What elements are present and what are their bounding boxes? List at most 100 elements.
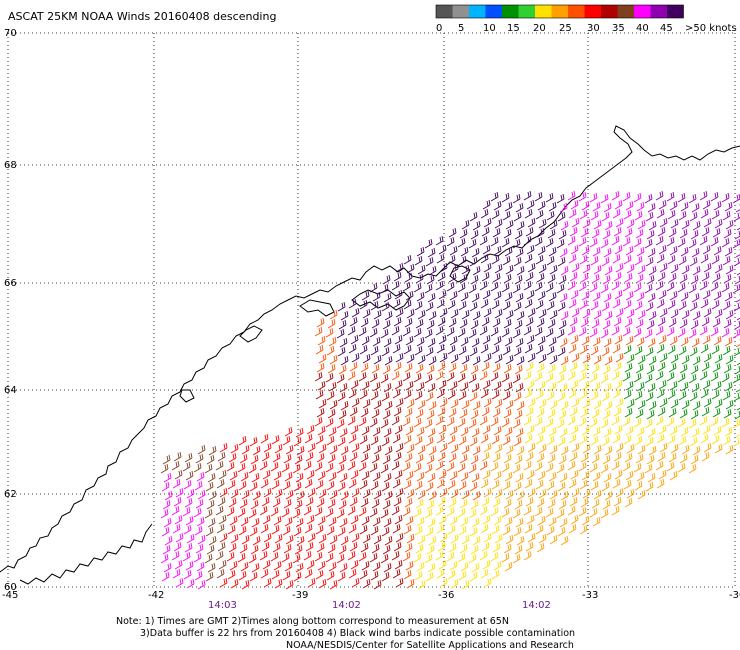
wind-barb bbox=[426, 319, 435, 330]
wind-barb bbox=[514, 319, 523, 330]
wind-barb bbox=[668, 227, 677, 238]
wind-barb bbox=[648, 220, 657, 231]
wind-barb bbox=[614, 289, 623, 300]
wind-barb bbox=[568, 253, 577, 264]
wind-barb bbox=[249, 436, 258, 447]
wind-barb bbox=[545, 282, 554, 293]
wind-barb bbox=[338, 454, 347, 465]
wind-barb bbox=[516, 220, 525, 231]
wind-barb bbox=[261, 541, 270, 552]
wind-barb bbox=[449, 470, 458, 481]
wind-barb bbox=[611, 325, 620, 336]
wind-barb bbox=[546, 525, 555, 536]
wind-barb bbox=[645, 436, 654, 447]
wind-barb bbox=[538, 353, 547, 364]
wind-barb bbox=[405, 470, 414, 481]
wind-barb bbox=[292, 463, 301, 474]
wind-barb bbox=[394, 469, 403, 480]
wind-barb bbox=[371, 498, 380, 509]
wind-barb bbox=[295, 472, 304, 483]
wind-barb bbox=[438, 424, 447, 435]
wind-barb bbox=[526, 199, 535, 210]
wind-barb bbox=[450, 308, 459, 319]
wind-speed-legend: 0 5 10 15 20 25 30 35 40 45 >50 knots bbox=[435, 4, 737, 34]
wind-barb bbox=[689, 436, 698, 447]
wind-barb bbox=[402, 281, 411, 292]
wind-barb bbox=[515, 472, 524, 483]
wind-barb bbox=[680, 291, 689, 302]
wind-barb bbox=[647, 337, 656, 348]
wind-barb bbox=[601, 211, 610, 222]
wind-barb bbox=[270, 506, 279, 517]
wind-barb bbox=[285, 579, 294, 590]
wind-barb bbox=[613, 316, 622, 327]
wind-barb bbox=[515, 247, 524, 258]
wind-barb bbox=[161, 526, 170, 537]
wind-barb bbox=[426, 544, 435, 555]
wind-barb bbox=[315, 524, 324, 535]
wind-barb bbox=[591, 273, 600, 284]
wind-barb bbox=[648, 355, 657, 366]
wind-barb bbox=[669, 290, 678, 301]
wind-barb bbox=[262, 514, 271, 525]
wind-barb bbox=[623, 254, 632, 265]
wind-barb bbox=[425, 301, 434, 312]
wind-barb bbox=[623, 299, 632, 310]
wind-barb bbox=[615, 442, 624, 453]
wind-barb bbox=[721, 372, 730, 383]
wind-barb bbox=[338, 544, 347, 555]
wind-barb bbox=[348, 568, 357, 579]
wind-barb bbox=[604, 445, 613, 456]
wind-barb bbox=[569, 451, 578, 462]
legend-swatch bbox=[650, 5, 667, 18]
wind-barb bbox=[579, 389, 588, 400]
wind-barb bbox=[712, 407, 721, 418]
wind-barb bbox=[490, 191, 499, 202]
wind-barb bbox=[490, 416, 499, 427]
wind-barb bbox=[338, 364, 347, 375]
wind-barb bbox=[393, 271, 402, 282]
wind-barb bbox=[482, 514, 491, 525]
wind-barb bbox=[722, 300, 731, 311]
wind-barb bbox=[251, 517, 260, 528]
wind-barb bbox=[702, 334, 711, 345]
wind-barb bbox=[415, 273, 424, 284]
wind-barb bbox=[659, 217, 668, 228]
wind-barb bbox=[326, 345, 335, 356]
wind-barb bbox=[196, 561, 205, 572]
wind-barb bbox=[703, 262, 712, 273]
note-line: 3)Data buffer is 22 hrs from 20160408 4)… bbox=[140, 628, 575, 639]
wind-barb bbox=[589, 192, 598, 203]
wind-barb bbox=[602, 229, 611, 240]
wind-barb bbox=[459, 363, 468, 374]
wind-barb bbox=[380, 508, 389, 519]
wind-barb bbox=[504, 426, 513, 437]
wind-barb bbox=[394, 424, 403, 435]
wind-barb bbox=[603, 337, 612, 348]
wind-barb bbox=[405, 380, 414, 391]
wind-barb bbox=[183, 569, 192, 580]
legend-label: 15 bbox=[507, 23, 520, 34]
wind-barb bbox=[556, 283, 565, 294]
wind-barb bbox=[248, 508, 257, 519]
wind-barb bbox=[535, 209, 544, 220]
wind-barb bbox=[383, 472, 392, 483]
wind-barb bbox=[306, 559, 315, 570]
wind-barb bbox=[702, 424, 711, 435]
wind-barb bbox=[470, 454, 479, 465]
wind-barb bbox=[711, 254, 720, 265]
wind-barb bbox=[516, 355, 525, 366]
wind-barb bbox=[523, 415, 532, 426]
wind-barb bbox=[534, 281, 543, 292]
wind-barb bbox=[569, 361, 578, 372]
wind-barb bbox=[637, 354, 646, 365]
wind-barb bbox=[370, 435, 379, 446]
wind-barb bbox=[241, 489, 250, 500]
lon-label: -33 bbox=[582, 590, 598, 601]
wind-barb bbox=[480, 208, 489, 219]
wind-barb bbox=[601, 256, 610, 267]
wind-barb bbox=[513, 436, 522, 447]
wind-barb bbox=[504, 561, 513, 572]
legend-label: 20 bbox=[533, 23, 546, 34]
wind-barb bbox=[547, 363, 556, 374]
